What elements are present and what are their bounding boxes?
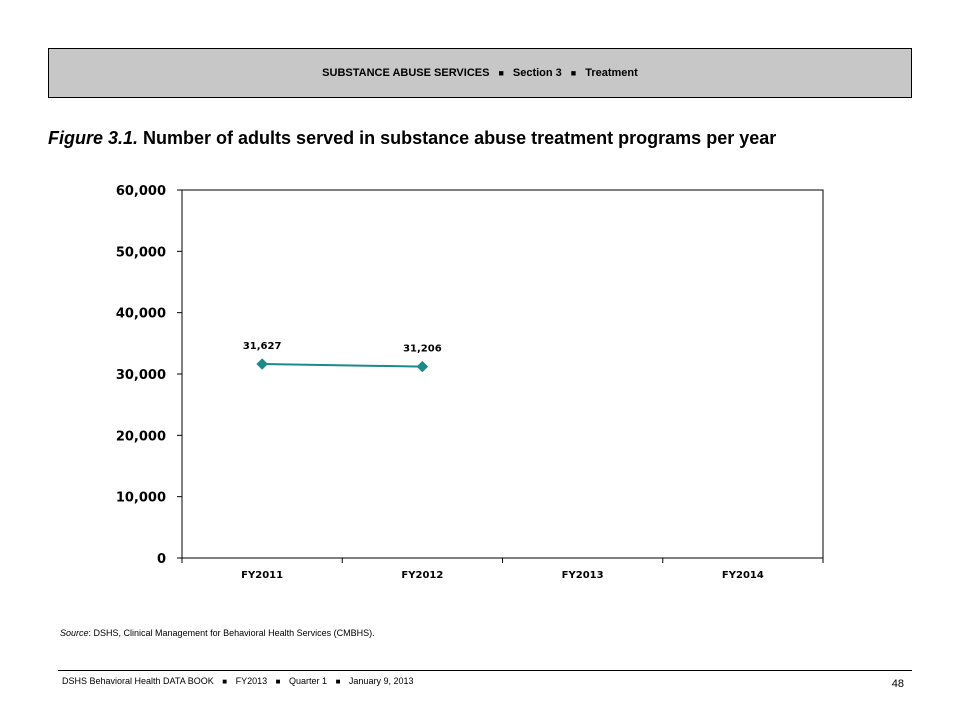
- y-axis-tick-label: 30,000: [116, 368, 166, 383]
- data-point-marker: [256, 358, 268, 370]
- footer-fiscal-year: FY2013: [235, 676, 268, 686]
- figure-title: Figure 3.1. Number of adults served in s…: [48, 128, 928, 149]
- section-header-banner: SUBSTANCE ABUSE SERVICES ■ Section 3 ■ T…: [48, 48, 912, 98]
- series-line: [262, 363, 423, 368]
- footer-quarter: Quarter 1: [289, 676, 328, 686]
- source-label: Source: [60, 628, 89, 638]
- figure-title-text: Number of adults served in substance abu…: [143, 128, 777, 148]
- footer-separator-3: ■: [335, 677, 341, 686]
- x-axis-tick-label: FY2011: [241, 570, 283, 581]
- data-point-marker: [416, 360, 429, 373]
- y-axis-tick-label: 50,000: [116, 245, 166, 260]
- y-axis-tick-label: 40,000: [116, 307, 166, 322]
- header-section-name: SUBSTANCE ABUSE SERVICES: [322, 67, 490, 79]
- source-text: : DSHS, Clinical Management for Behavior…: [88, 628, 375, 638]
- x-axis-tick-label: FY2012: [401, 570, 443, 581]
- footer-separator-2: ■: [275, 677, 281, 686]
- header-topic: Treatment: [585, 67, 638, 79]
- y-axis-tick-label: 10,000: [116, 491, 166, 506]
- footer: DSHS Behavioral Health DATA BOOK ■ FY201…: [62, 676, 413, 686]
- footer-book-title: DSHS Behavioral Health DATA BOOK: [62, 676, 214, 686]
- header-separator-2: ■: [570, 68, 577, 78]
- figure-label: Figure 3.1.: [48, 128, 139, 148]
- data-label: 31,627: [243, 341, 282, 352]
- header-section-number: Section 3: [512, 67, 562, 79]
- footer-separator-1: ■: [222, 677, 228, 686]
- x-axis-tick-label: FY2014: [722, 570, 764, 581]
- y-axis-tick-label: 0: [157, 552, 166, 567]
- footer-date: January 9, 2013: [348, 676, 414, 686]
- page-number: 48: [891, 678, 904, 690]
- y-axis-tick-label: 20,000: [116, 429, 166, 444]
- x-axis-tick-label: FY2013: [562, 570, 604, 581]
- y-axis-tick-label: 60,000: [116, 184, 166, 199]
- header-separator-1: ■: [498, 68, 504, 78]
- data-label: 31,206: [403, 344, 442, 355]
- footer-divider: [58, 670, 912, 671]
- source-note: Source: DSHS, Clinical Management for Be…: [60, 628, 375, 638]
- plot-area-frame: [181, 189, 824, 559]
